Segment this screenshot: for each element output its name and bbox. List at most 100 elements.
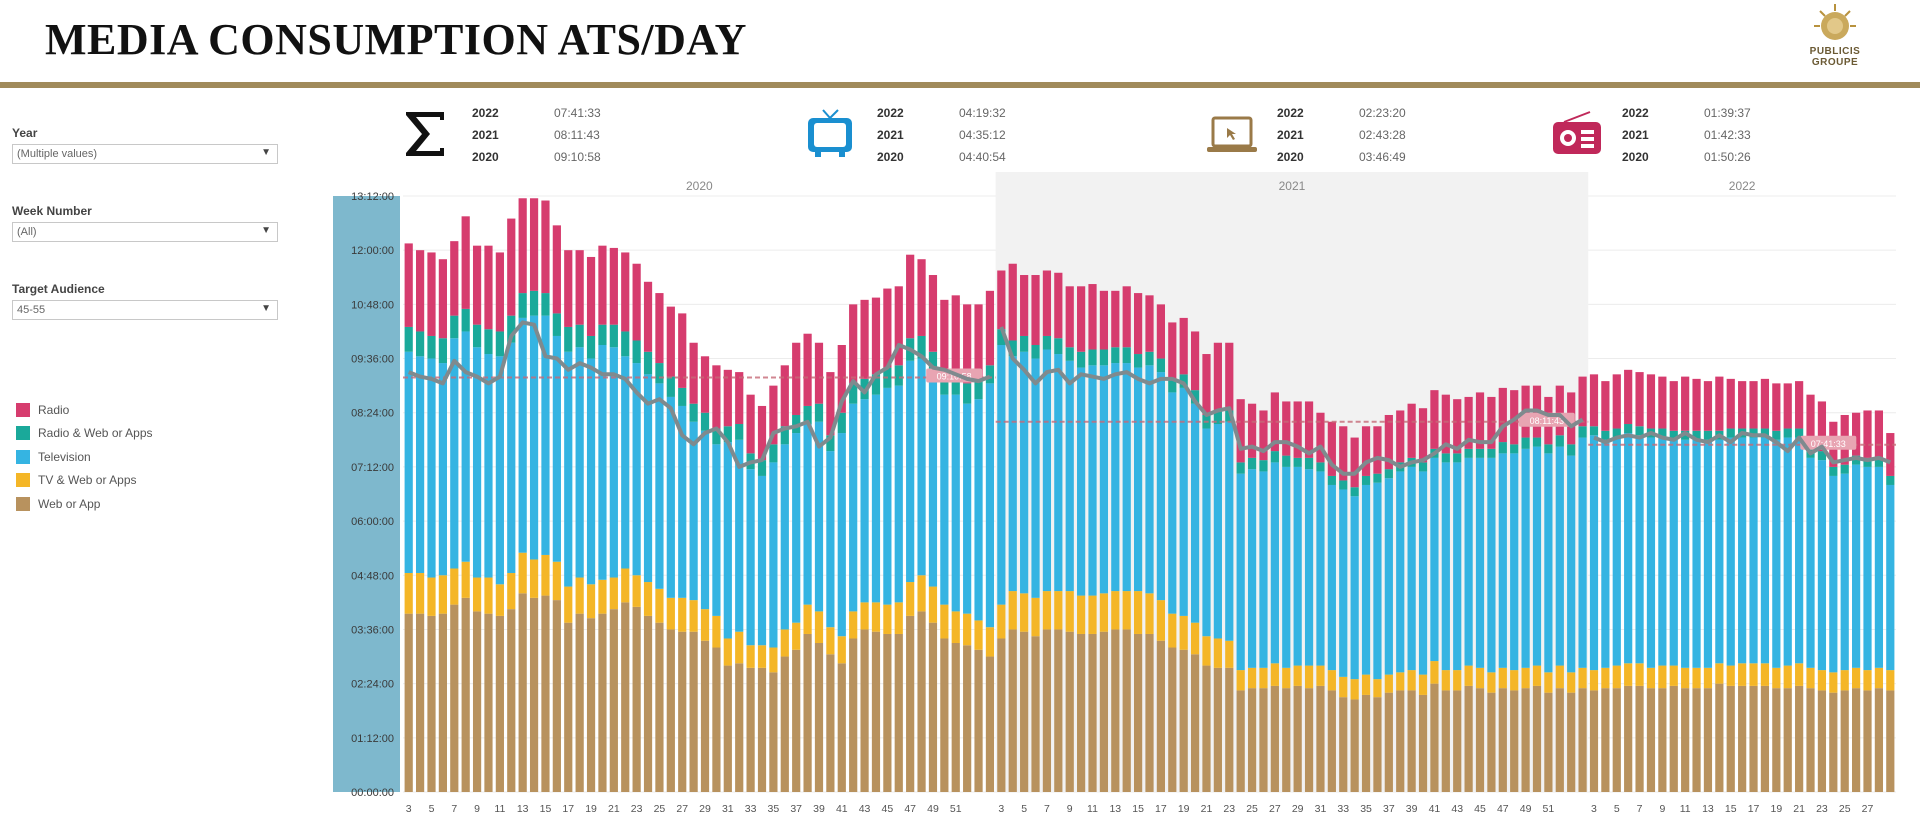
bar-segment [1806, 688, 1815, 792]
bar-segment [1304, 688, 1314, 792]
bar-segment [735, 372, 744, 425]
header-divider [0, 82, 1920, 88]
bar-segment [689, 421, 698, 601]
bar-segment [461, 331, 470, 562]
bar-segment [1624, 369, 1633, 425]
bar-segment [1726, 378, 1735, 429]
bar-segment [917, 575, 926, 612]
bar-segment [1270, 392, 1279, 452]
bar-segment [1715, 376, 1724, 431]
bar-segment [1749, 663, 1758, 686]
bar-segment [1282, 667, 1291, 689]
bar-segment [997, 345, 1006, 605]
chevron-down-icon: ▼ [261, 303, 271, 314]
bar-segment [883, 604, 892, 634]
bar-segment [1350, 679, 1359, 700]
kpi-row: 2022 04:19:32 [877, 106, 1006, 128]
bar-segment [803, 604, 812, 634]
week-number-dropdown[interactable]: (All) ▼ [12, 222, 278, 242]
legend-item-tv-web-apps[interactable]: TV & Web or Apps [16, 469, 153, 493]
bar-segment [1441, 670, 1450, 691]
sigma-icon [400, 108, 450, 165]
bar-segment [1168, 647, 1177, 792]
bar-segment [1179, 374, 1188, 388]
bar-segment [1783, 428, 1792, 438]
bar-segment [700, 640, 710, 792]
bar-segment [1122, 591, 1131, 630]
bar-segment [1236, 399, 1245, 463]
legend-item-radio[interactable]: Radio [16, 398, 153, 422]
bar-segment [1589, 435, 1599, 671]
bar-segment [529, 198, 539, 291]
bar-segment [1578, 376, 1587, 427]
x-tick-label: 39 [813, 803, 825, 815]
bar-segment [541, 200, 550, 294]
bar-segment [894, 365, 903, 386]
x-tick-label: 39 [1406, 803, 1418, 815]
bar-segment [985, 290, 995, 366]
bar-segment [507, 218, 516, 316]
bar-segment [427, 577, 436, 616]
bar-segment [1327, 670, 1336, 691]
bar-segment [450, 604, 459, 792]
bar-segment [1213, 638, 1222, 668]
bar-segment [1475, 448, 1485, 458]
bar-segment [940, 374, 949, 395]
bar-segment [997, 604, 1006, 639]
target-audience-dropdown[interactable]: 45-55 ▼ [12, 300, 278, 320]
bar-segment [1510, 453, 1519, 671]
bar-segment [552, 313, 561, 336]
bar-segment [746, 667, 755, 792]
bar-segment [974, 378, 983, 400]
kpi-year: 2022 [1622, 106, 1649, 120]
legend-label: TV & Web or Apps [38, 473, 137, 488]
kpi-year: 2022 [1277, 106, 1304, 120]
bar-segment [1715, 663, 1724, 684]
legend-item-web-app[interactable]: Web or App [16, 492, 153, 516]
bar-segment [1749, 428, 1758, 438]
bar-segment [837, 412, 846, 434]
bar-segment [1179, 615, 1188, 650]
kpi-value: 07:41:33 [554, 106, 601, 120]
bar-segment [1088, 595, 1097, 634]
bar-segment [1487, 396, 1496, 449]
bar-segment [1418, 408, 1428, 463]
bar-segment [1088, 633, 1097, 792]
kpi-row: 2021 08:11:43 [472, 128, 601, 150]
year-dropdown[interactable]: (Multiple values) ▼ [12, 144, 278, 164]
bar-segment [598, 579, 607, 614]
bar-segment [1418, 694, 1428, 792]
bar-segment [849, 638, 858, 792]
bar-segment [1852, 455, 1861, 465]
bar-segment [1236, 670, 1245, 691]
bar-segment [1658, 437, 1667, 666]
bar-segment [769, 444, 778, 463]
bar-segment [1396, 471, 1405, 673]
bar-segment [484, 245, 493, 330]
bar-segment [632, 263, 641, 341]
bar-segment [1361, 484, 1371, 675]
bar-segment [746, 645, 755, 668]
bar-segment [1042, 270, 1052, 336]
bar-segment [1316, 471, 1325, 666]
bar-segment [1555, 665, 1564, 689]
bar-segment [564, 250, 573, 327]
average-label: 09:10:58 [937, 372, 972, 382]
bar-segment [1874, 667, 1884, 689]
bar-segment [1350, 437, 1359, 488]
bar-segment [552, 335, 561, 562]
bar-segment [826, 627, 835, 655]
bar-segment [518, 198, 527, 294]
bar-segment [1042, 335, 1052, 350]
bar-segment [894, 385, 903, 603]
bar-segment [1783, 688, 1792, 792]
legend-item-radio-web-apps[interactable]: Radio & Web or Apps [16, 422, 153, 446]
bar-segment [1031, 636, 1040, 792]
bar-segment [1703, 439, 1713, 668]
bar-segment [1065, 286, 1074, 348]
legend-item-television[interactable]: Television [16, 445, 153, 469]
bar-segment [438, 575, 447, 614]
bar-segment [860, 629, 869, 792]
bar-segment [1190, 654, 1200, 792]
bar-segment [472, 324, 482, 348]
